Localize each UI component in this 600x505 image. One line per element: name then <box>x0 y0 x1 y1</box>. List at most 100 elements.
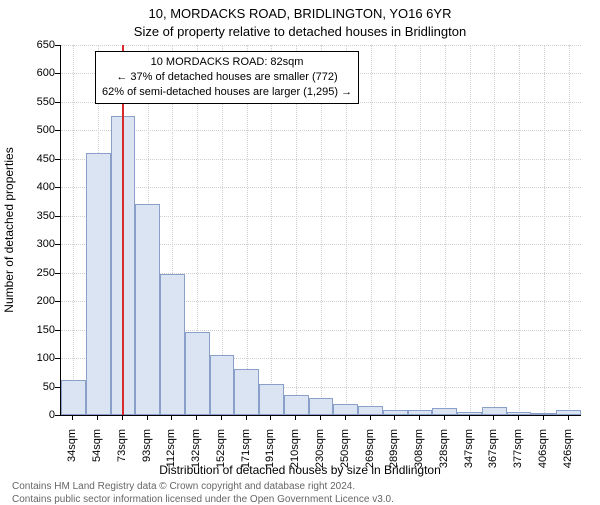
histogram-bar <box>457 412 482 415</box>
y-tick-mark <box>55 102 60 103</box>
x-tick-mark <box>444 415 445 420</box>
y-tick-label: 300 <box>15 238 55 250</box>
x-tick-mark <box>270 415 271 420</box>
x-tick-mark <box>147 415 148 420</box>
x-tick-label: 347sqm <box>463 429 475 479</box>
y-tick-label: 200 <box>15 295 55 307</box>
x-tick-label: 73sqm <box>116 429 128 479</box>
y-tick-mark <box>55 387 60 388</box>
x-tick-mark <box>370 415 371 420</box>
y-tick-label: 250 <box>15 267 55 279</box>
y-tick-mark <box>55 415 60 416</box>
histogram-bar <box>531 413 556 415</box>
histogram-bar <box>160 274 185 415</box>
gridline-v <box>569 45 570 415</box>
y-tick-label: 100 <box>15 352 55 364</box>
y-tick-label: 50 <box>15 381 55 393</box>
histogram-bar <box>358 406 383 415</box>
histogram-bar <box>482 407 507 415</box>
x-tick-mark <box>295 415 296 420</box>
histogram-bar <box>135 204 160 415</box>
chart-title-sub: Size of property relative to detached ho… <box>0 24 600 39</box>
gridline-v <box>371 45 372 415</box>
x-tick-mark <box>320 415 321 420</box>
y-tick-mark <box>55 159 60 160</box>
y-tick-label: 150 <box>15 324 55 336</box>
x-tick-label: 289sqm <box>388 429 400 479</box>
y-tick-label: 550 <box>15 96 55 108</box>
y-tick-label: 0 <box>15 409 55 421</box>
x-tick-label: 377sqm <box>512 429 524 479</box>
y-tick-label: 500 <box>15 124 55 136</box>
x-tick-label: 328sqm <box>438 429 450 479</box>
x-tick-label: 269sqm <box>364 429 376 479</box>
x-tick-label: 54sqm <box>91 429 103 479</box>
histogram-bar <box>259 384 284 415</box>
gridline-v <box>519 45 520 415</box>
y-tick-label: 450 <box>15 153 55 165</box>
x-tick-mark <box>543 415 544 420</box>
gridline-v <box>544 45 545 415</box>
histogram-bar <box>333 404 358 415</box>
y-tick-mark <box>55 273 60 274</box>
x-tick-label: 210sqm <box>289 429 301 479</box>
x-tick-mark <box>469 415 470 420</box>
x-tick-mark <box>419 415 420 420</box>
y-tick-mark <box>55 358 60 359</box>
x-tick-mark <box>246 415 247 420</box>
gridline-v <box>73 45 74 415</box>
y-axis-label: Number of detached properties <box>2 147 16 312</box>
x-tick-mark <box>221 415 222 420</box>
y-tick-label: 650 <box>15 39 55 51</box>
y-tick-mark <box>55 301 60 302</box>
y-tick-mark <box>55 216 60 217</box>
histogram-bar <box>210 355 235 415</box>
y-tick-label: 400 <box>15 181 55 193</box>
annotation-line: ← 37% of detached houses are smaller (77… <box>102 70 352 85</box>
y-tick-mark <box>55 130 60 131</box>
x-tick-mark <box>196 415 197 420</box>
x-tick-label: 132sqm <box>190 429 202 479</box>
x-tick-mark <box>394 415 395 420</box>
y-tick-mark <box>55 244 60 245</box>
gridline-v <box>420 45 421 415</box>
gridline-v <box>395 45 396 415</box>
annotation-line: 62% of semi-detached houses are larger (… <box>102 85 352 100</box>
annotation-line: 10 MORDACKS ROAD: 82sqm <box>102 55 352 70</box>
x-tick-mark <box>97 415 98 420</box>
gridline-v <box>470 45 471 415</box>
y-tick-mark <box>55 330 60 331</box>
chart-container: 10, MORDACKS ROAD, BRIDLINGTON, YO16 6YR… <box>0 0 600 500</box>
x-tick-label: 367sqm <box>487 429 499 479</box>
histogram-bar <box>234 369 259 415</box>
histogram-bar <box>432 408 457 415</box>
y-tick-mark <box>55 187 60 188</box>
x-tick-label: 230sqm <box>314 429 326 479</box>
histogram-bar <box>284 395 309 415</box>
x-tick-mark <box>122 415 123 420</box>
histogram-bar <box>61 380 86 415</box>
y-tick-label: 350 <box>15 210 55 222</box>
x-tick-label: 171sqm <box>240 429 252 479</box>
x-tick-label: 152sqm <box>215 429 227 479</box>
x-tick-label: 93sqm <box>141 429 153 479</box>
y-tick-mark <box>55 45 60 46</box>
x-tick-mark <box>171 415 172 420</box>
histogram-bar <box>86 153 111 415</box>
y-tick-mark <box>55 73 60 74</box>
x-tick-label: 34sqm <box>66 429 78 479</box>
footer-copyright: Contains HM Land Registry data © Crown c… <box>12 481 355 492</box>
x-tick-mark <box>345 415 346 420</box>
x-tick-mark <box>568 415 569 420</box>
histogram-bar <box>556 410 581 415</box>
x-tick-label: 406sqm <box>537 429 549 479</box>
x-tick-label: 308sqm <box>413 429 425 479</box>
x-tick-mark <box>518 415 519 420</box>
x-tick-label: 426sqm <box>562 429 574 479</box>
histogram-bar <box>309 398 334 415</box>
chart-title-main: 10, MORDACKS ROAD, BRIDLINGTON, YO16 6YR <box>0 6 600 21</box>
x-tick-label: 250sqm <box>339 429 351 479</box>
annotation-box: 10 MORDACKS ROAD: 82sqm← 37% of detached… <box>95 51 359 104</box>
y-tick-label: 600 <box>15 67 55 79</box>
gridline-v <box>494 45 495 415</box>
